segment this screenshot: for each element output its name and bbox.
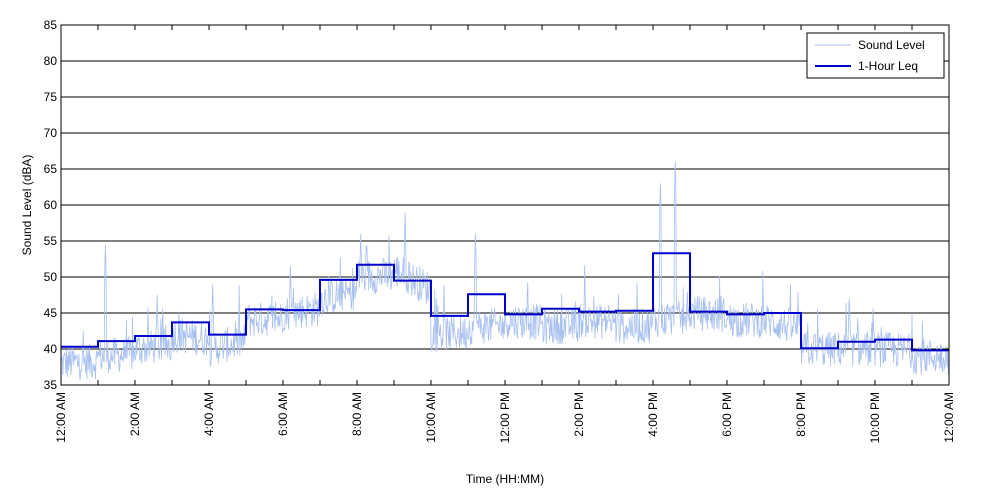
x-tick-label: 6:00 PM xyxy=(720,392,734,437)
y-tick-label: 75 xyxy=(44,90,58,104)
series-layer xyxy=(60,161,950,381)
x-tick-label: 4:00 AM xyxy=(202,392,216,436)
y-tick-label: 80 xyxy=(44,54,58,68)
legend-label-leq: 1-Hour Leq xyxy=(858,59,918,73)
y-tick-label: 70 xyxy=(44,126,58,140)
grid-lines xyxy=(61,60,949,350)
y-tick-label: 85 xyxy=(44,18,58,32)
x-tick-label: 6:00 AM xyxy=(276,392,290,436)
x-tick-label: 12:00 PM xyxy=(498,392,512,443)
y-tick-label: 45 xyxy=(44,306,58,320)
x-tick-label: 10:00 PM xyxy=(868,392,882,443)
x-tick-label: 2:00 PM xyxy=(572,392,586,437)
y-axis-ticks: 35 40 45 50 55 60 65 70 75 80 85 xyxy=(44,18,949,392)
legend-label-sound-level: Sound Level xyxy=(858,38,925,52)
x-tick-label: 8:00 AM xyxy=(350,392,364,436)
series-line-leq xyxy=(61,252,949,352)
x-axis-ticks: 12:00 AM 2:00 AM 4:00 AM 6:00 AM 8:00 AM 10:0… xyxy=(54,25,956,443)
y-axis-label: Sound Level (dBA) xyxy=(20,155,34,256)
x-tick-label: 12:00 AM xyxy=(942,392,956,443)
x-tick-label: 2:00 AM xyxy=(128,392,142,436)
y-tick-label: 50 xyxy=(44,270,58,284)
y-tick-label: 40 xyxy=(44,342,58,356)
x-tick-label: 12:00 AM xyxy=(54,392,68,443)
x-tick-label: 10:00 AM xyxy=(424,392,438,443)
y-tick-label: 35 xyxy=(44,378,58,392)
y-tick-label: 60 xyxy=(44,198,58,212)
y-tick-label: 65 xyxy=(44,162,58,176)
legend-box xyxy=(806,32,945,79)
x-tick-label: 4:00 PM xyxy=(646,392,660,437)
legend: Sound Level 1-Hour Leq xyxy=(806,32,945,79)
x-axis-label: Time (HH:MM) xyxy=(466,472,544,486)
y-tick-label: 55 xyxy=(44,234,58,248)
x-tick-label: 8:00 PM xyxy=(794,392,808,437)
